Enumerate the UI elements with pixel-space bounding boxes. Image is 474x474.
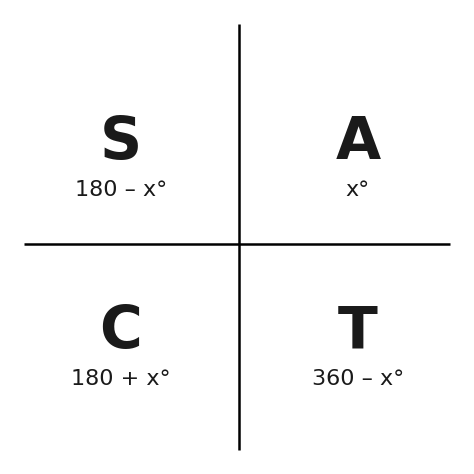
Text: 180 – x°: 180 – x° — [75, 180, 167, 200]
Text: T: T — [338, 303, 378, 360]
Text: A: A — [335, 114, 381, 171]
Text: x°: x° — [346, 180, 370, 200]
Text: C: C — [100, 303, 142, 360]
Text: S: S — [100, 114, 142, 171]
Text: 180 + x°: 180 + x° — [71, 369, 171, 389]
Text: 360 – x°: 360 – x° — [312, 369, 404, 389]
